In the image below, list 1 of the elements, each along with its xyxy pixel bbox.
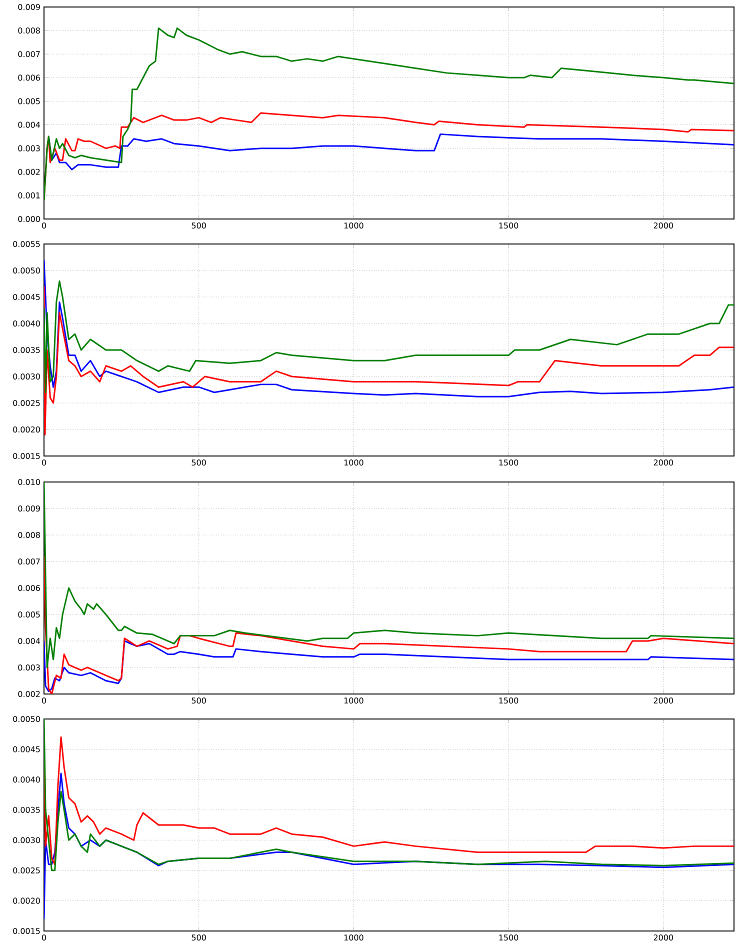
line-series xyxy=(44,259,734,398)
